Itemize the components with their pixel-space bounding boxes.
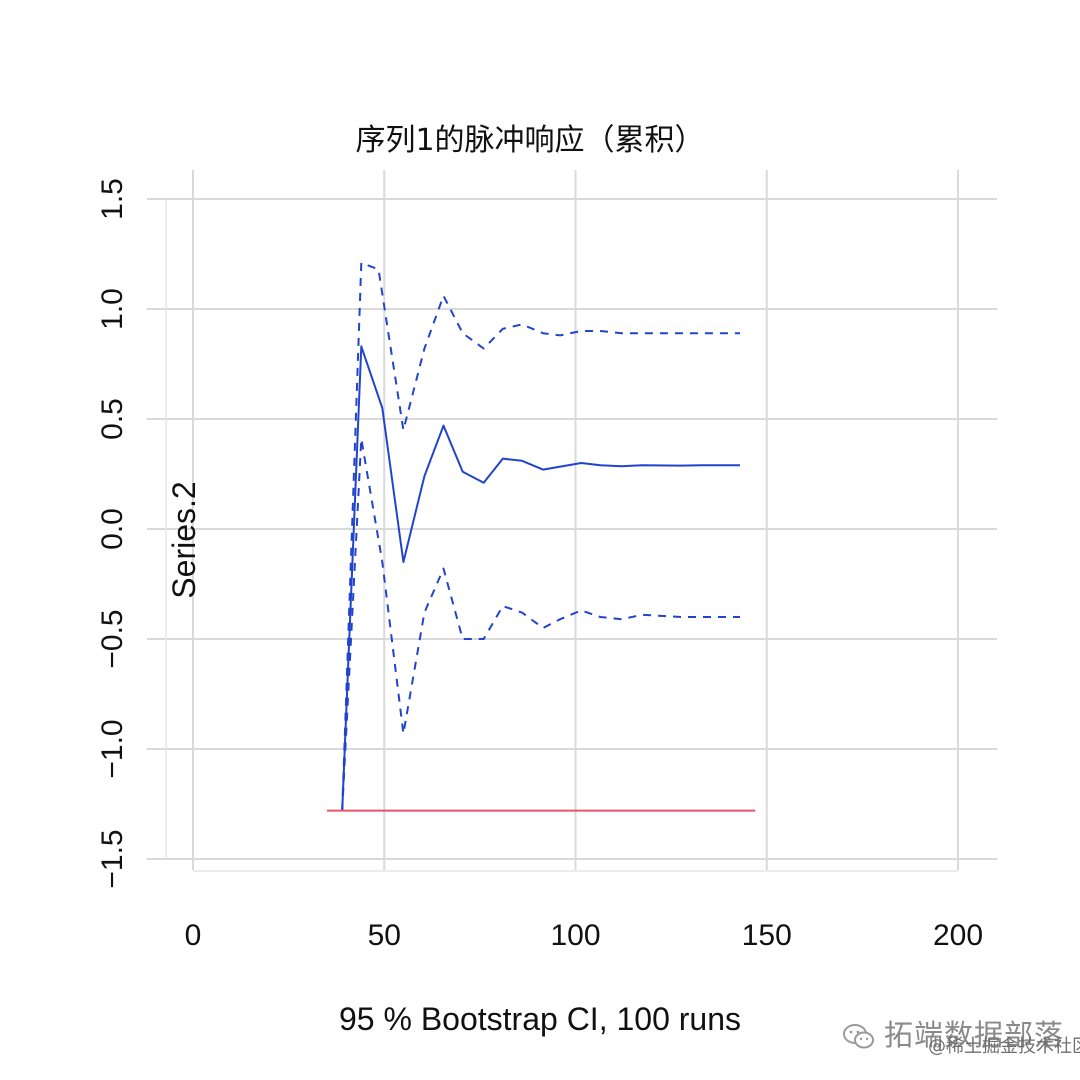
tick-labels: 0 50 100 150 200 −1.5 −1.0 −0.5 0.0 0.5 1.0 1.5 — [96, 178, 983, 952]
x-tick-label-2: 100 — [550, 919, 600, 952]
watermark-main: 拓端数据部落 — [884, 1018, 1065, 1052]
series-layer — [341, 261, 740, 811]
watermark-sub: @稀土掘金技术社区 — [928, 1036, 1080, 1057]
y-tick-label-3: 0.0 — [96, 508, 129, 550]
x-tick-label-3: 150 — [742, 919, 792, 952]
x-tick-label-0: 0 — [185, 919, 202, 952]
y-tick-label-0: −1.5 — [96, 829, 129, 888]
wechat-icon — [843, 1024, 874, 1049]
y-tick-label-4: 0.5 — [96, 398, 129, 440]
plot-panel — [165, 199, 958, 872]
y-tick-label-5: 1.0 — [96, 288, 129, 330]
y-tick-label-6: 1.5 — [96, 178, 129, 220]
x-tick-label-1: 50 — [368, 919, 401, 952]
response-line-0 — [341, 345, 740, 811]
y-tick-label-1: −1.0 — [96, 719, 129, 778]
watermark: 拓端数据部落 @稀土掘金技术社区 — [842, 1012, 1080, 1062]
ci-band-line-2 — [341, 437, 740, 811]
chart-title: 序列1的脉冲响应（累积） — [355, 123, 704, 158]
watermark-text: 拓端数据部落 @稀土掘金技术社区 — [884, 1012, 1080, 1062]
grid — [147, 170, 997, 870]
y-tick-label-2: −0.5 — [96, 609, 129, 668]
x-tick-label-4: 200 — [933, 919, 983, 952]
y-axis-label: Series.2 — [166, 481, 202, 598]
x-axis-label: 95 % Bootstrap CI, 100 runs — [339, 1001, 741, 1037]
